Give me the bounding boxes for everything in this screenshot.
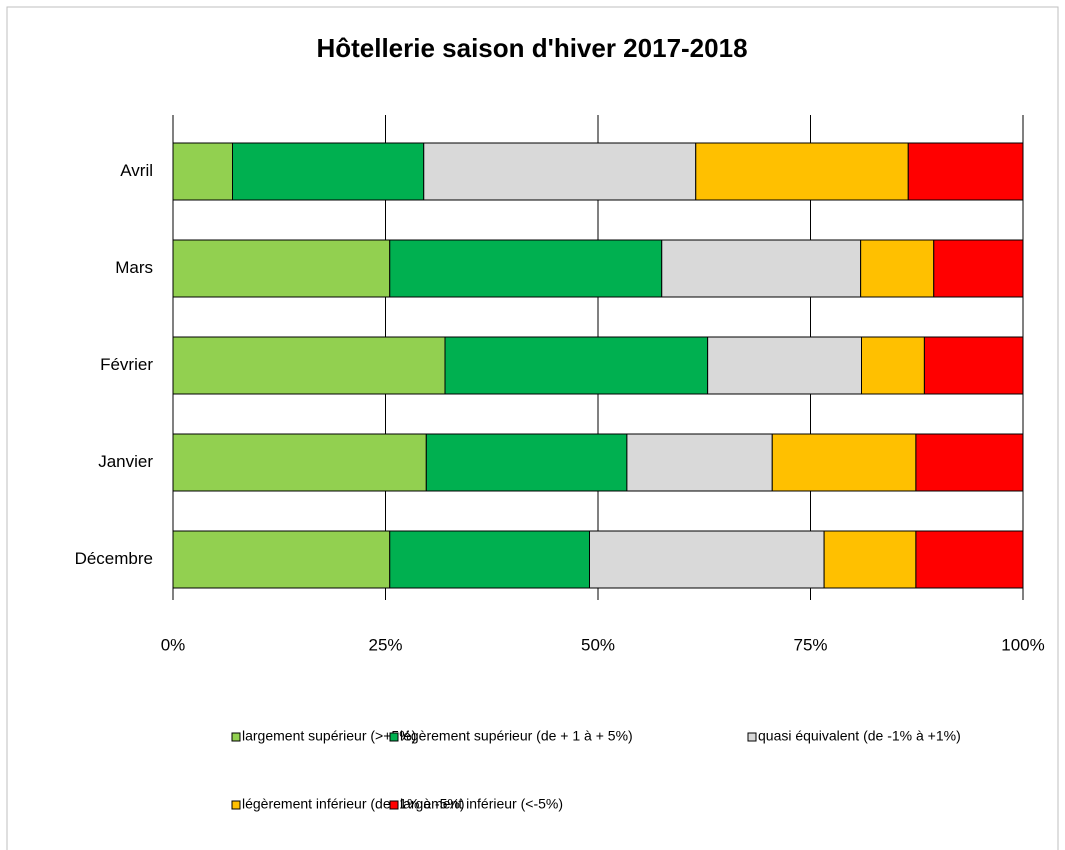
bar-segment: [172, 433, 427, 492]
legend-label: largement supérieur (>+5%): [242, 728, 416, 744]
y-tick-label: Janvier: [98, 452, 153, 471]
x-tick-label: 0%: [161, 635, 186, 654]
bar-segment: [172, 336, 446, 395]
y-tick-label: Avril: [120, 161, 153, 180]
x-tick-label: 100%: [1001, 635, 1044, 654]
bar-segment: [923, 336, 1024, 395]
bar-segment: [695, 142, 909, 201]
legend-label: légèrement inférieur (de -1% à -5%): [242, 796, 465, 812]
legend-swatch: [747, 732, 757, 742]
bar-segment: [771, 433, 917, 492]
bar-segment: [861, 336, 925, 395]
legend-swatch: [231, 800, 241, 810]
bar-segment: [707, 336, 863, 395]
legend-swatch: [389, 732, 399, 742]
legend-swatch: [389, 800, 399, 810]
legend-label: quasi équivalent (de -1% à +1%): [758, 728, 961, 744]
bar-segment: [389, 239, 663, 298]
bar-segment: [423, 142, 697, 201]
bar-segment: [589, 530, 825, 589]
bar-segment: [172, 239, 391, 298]
legend-swatch: [231, 732, 241, 742]
legend-label: largement inférieur (<-5%): [400, 796, 563, 812]
x-tick-label: 25%: [368, 635, 402, 654]
bar-segment: [389, 530, 590, 589]
y-tick-label: Décembre: [75, 549, 153, 568]
bar-segment: [915, 530, 1024, 589]
x-tick-label: 75%: [793, 635, 827, 654]
bar-segment: [933, 239, 1024, 298]
y-tick-label: Mars: [115, 258, 153, 277]
bar-segment: [915, 433, 1024, 492]
bar-segment: [907, 142, 1024, 201]
bar-segment: [626, 433, 773, 492]
bar-segment: [860, 239, 935, 298]
bar-segment: [823, 530, 917, 589]
y-tick-label: Février: [100, 355, 153, 374]
bar-segment: [232, 142, 425, 201]
bar-segment: [172, 142, 233, 201]
legend-label: légèrement supérieur (de + 1 à + 5%): [400, 728, 633, 744]
bar-segment: [444, 336, 709, 395]
x-tick-label: 50%: [581, 635, 615, 654]
bar-segment: [172, 530, 391, 589]
chart-title: Hôtellerie saison d'hiver 2017-2018: [316, 33, 747, 63]
bar-segment: [661, 239, 862, 298]
chart-border: [6, 6, 1059, 850]
bar-segment: [425, 433, 628, 492]
